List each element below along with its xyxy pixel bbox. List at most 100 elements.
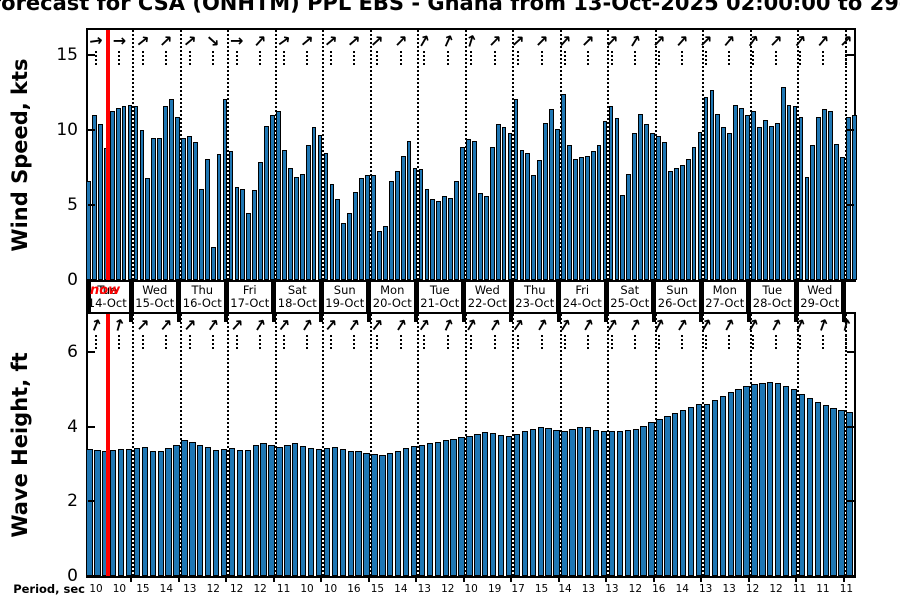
day-boundary-gridline bbox=[369, 314, 372, 576]
date-label: Tue 14-Oct bbox=[86, 282, 131, 312]
day-boundary-gridline bbox=[464, 30, 467, 280]
wind-bar bbox=[561, 94, 566, 280]
wave-bar bbox=[402, 448, 410, 576]
wind-bar bbox=[703, 97, 709, 280]
arrow-gridline-stub bbox=[399, 335, 402, 349]
wave-bar bbox=[94, 449, 101, 576]
wind-bar bbox=[757, 127, 762, 280]
wave-top-day-tick bbox=[224, 314, 228, 322]
wind-bar bbox=[299, 173, 305, 280]
wind-bar bbox=[780, 86, 786, 280]
arrow-gridline-stub bbox=[798, 335, 801, 349]
ytick-mark-right bbox=[847, 54, 854, 57]
weekday-label: Wed bbox=[474, 283, 500, 297]
wave-bar bbox=[268, 445, 275, 576]
ytick-mark-right bbox=[847, 204, 854, 206]
wind-bar bbox=[798, 116, 804, 280]
wave-bar bbox=[767, 381, 774, 576]
wind-bar bbox=[804, 176, 810, 280]
weekday-label: Sun bbox=[666, 283, 689, 297]
arrow-gridline-stub bbox=[704, 335, 707, 349]
wave-direction-arrow-icon: → bbox=[764, 314, 788, 336]
day-boundary-gridline bbox=[607, 30, 609, 280]
weekday-label: Mon bbox=[380, 283, 405, 297]
ytick-mark-left bbox=[88, 351, 95, 354]
day-separator bbox=[508, 282, 514, 312]
period-value: 10 bbox=[300, 583, 314, 595]
wind-bar bbox=[810, 145, 816, 280]
wave-top-day-tick bbox=[509, 314, 513, 322]
wave-bottom-day-tick bbox=[177, 576, 180, 582]
wind-bar bbox=[246, 212, 252, 280]
wind-bar bbox=[287, 167, 293, 280]
wave-bar bbox=[434, 441, 441, 576]
arrow-gridline-stub bbox=[540, 335, 543, 349]
wind-bar bbox=[365, 175, 370, 280]
day-boundary-gridline bbox=[512, 314, 514, 576]
wave-direction-arrow-icon: → bbox=[482, 314, 506, 336]
wave-top-day-tick bbox=[746, 314, 751, 322]
wave-bar bbox=[482, 432, 489, 576]
wave-bottom-day-tick bbox=[130, 576, 132, 582]
wind-direction-arrow-icon: → bbox=[576, 29, 600, 53]
wave-bar bbox=[806, 398, 814, 576]
weekday-label: Wed bbox=[807, 283, 833, 297]
period-value: 10 bbox=[89, 583, 103, 595]
wind-direction-arrow-icon: → bbox=[131, 28, 154, 53]
wind-bar bbox=[204, 158, 210, 280]
period-value: 13 bbox=[699, 583, 713, 595]
wind-ytick-label: 15 bbox=[56, 45, 78, 66]
wave-bar bbox=[585, 427, 592, 576]
wave-bar bbox=[664, 415, 671, 576]
wind-ytick-label: 5 bbox=[67, 195, 78, 215]
wave-bar bbox=[830, 408, 837, 576]
wave-bar bbox=[790, 389, 798, 576]
wind-bar bbox=[501, 127, 507, 280]
wind-bar bbox=[626, 173, 632, 280]
wind-bar bbox=[335, 199, 341, 280]
ytick-mark-left bbox=[88, 279, 95, 281]
wind-bar bbox=[667, 170, 673, 280]
wind-bar bbox=[513, 98, 519, 280]
wind-bar bbox=[353, 191, 359, 280]
arrow-gridline-stub bbox=[235, 51, 238, 65]
wave-bar bbox=[133, 448, 141, 576]
wind-bar bbox=[377, 230, 382, 280]
date-text: 16-Oct bbox=[182, 296, 222, 310]
wave-direction-arrow-icon: → bbox=[248, 314, 272, 336]
wind-bar bbox=[709, 89, 715, 280]
wave-bottom-day-tick bbox=[320, 576, 322, 582]
day-boundary-gridline bbox=[512, 30, 514, 280]
wave-bar bbox=[466, 436, 473, 576]
arrow-gridline-stub bbox=[259, 51, 262, 65]
wave-bar bbox=[331, 447, 339, 576]
wave-direction-arrow-icon: → bbox=[576, 314, 600, 336]
wind-bar bbox=[317, 134, 323, 280]
arrow-gridline-stub bbox=[681, 51, 684, 65]
wind-ytick-label: 0 bbox=[67, 270, 78, 290]
arrow-gridline-stub bbox=[845, 335, 848, 349]
wind-bar bbox=[751, 110, 756, 280]
wind-direction-arrow-icon: → bbox=[529, 29, 553, 53]
wave-bar bbox=[846, 411, 853, 576]
day-boundary-gridline bbox=[654, 30, 657, 280]
arrow-gridline-stub bbox=[306, 335, 309, 349]
wind-bar bbox=[721, 127, 727, 280]
arrow-gridline-stub bbox=[610, 335, 613, 349]
wind-bar bbox=[555, 128, 560, 280]
date-text: 21-Oct bbox=[420, 296, 460, 310]
wave-bar bbox=[577, 426, 584, 576]
wind-bar bbox=[852, 115, 857, 280]
wind-bar bbox=[347, 212, 353, 280]
arrow-gridline-stub bbox=[329, 51, 332, 65]
day-separator bbox=[271, 282, 276, 312]
wind-bar bbox=[97, 124, 103, 280]
wind-bar bbox=[590, 151, 596, 280]
wind-bar bbox=[531, 175, 537, 280]
day-boundary-gridline bbox=[749, 30, 752, 280]
wave-bar bbox=[117, 449, 125, 576]
date-text: 27-Oct bbox=[705, 296, 745, 310]
wave-bottom-day-tick bbox=[557, 576, 560, 582]
wave-bar bbox=[284, 445, 291, 576]
date-text: 26-Oct bbox=[657, 296, 697, 310]
